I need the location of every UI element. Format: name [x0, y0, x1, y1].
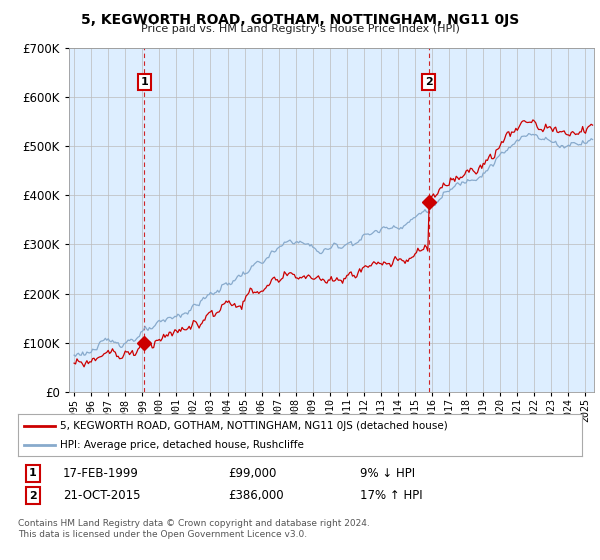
Text: Price paid vs. HM Land Registry's House Price Index (HPI): Price paid vs. HM Land Registry's House …: [140, 24, 460, 34]
Text: 1: 1: [29, 468, 37, 478]
Text: 9% ↓ HPI: 9% ↓ HPI: [360, 466, 415, 480]
Text: £99,000: £99,000: [228, 466, 277, 480]
Text: 17-FEB-1999: 17-FEB-1999: [63, 466, 139, 480]
Text: 5, KEGWORTH ROAD, GOTHAM, NOTTINGHAM, NG11 0JS (detached house): 5, KEGWORTH ROAD, GOTHAM, NOTTINGHAM, NG…: [60, 421, 448, 431]
Text: 17% ↑ HPI: 17% ↑ HPI: [360, 489, 422, 502]
Text: 21-OCT-2015: 21-OCT-2015: [63, 489, 140, 502]
Text: 2: 2: [425, 77, 433, 87]
Text: 1: 1: [140, 77, 148, 87]
Text: HPI: Average price, detached house, Rushcliffe: HPI: Average price, detached house, Rush…: [60, 440, 304, 450]
Text: 5, KEGWORTH ROAD, GOTHAM, NOTTINGHAM, NG11 0JS: 5, KEGWORTH ROAD, GOTHAM, NOTTINGHAM, NG…: [81, 13, 519, 27]
Text: £386,000: £386,000: [228, 489, 284, 502]
Text: Contains HM Land Registry data © Crown copyright and database right 2024.
This d: Contains HM Land Registry data © Crown c…: [18, 520, 370, 539]
Text: 2: 2: [29, 491, 37, 501]
